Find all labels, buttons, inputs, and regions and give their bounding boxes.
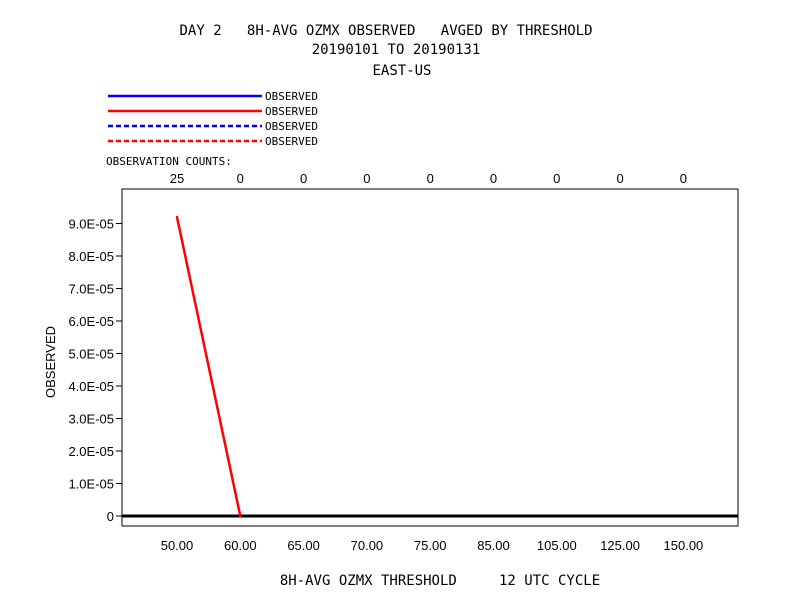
observation-count: 0 (300, 171, 307, 186)
chart-title-line2: 20190101 TO 20190131 (312, 42, 481, 58)
y-tick-label: 8.0E-05 (68, 249, 114, 264)
y-tick-label: 5.0E-05 (68, 347, 114, 362)
x-tick-label: 75.00 (414, 538, 447, 553)
observation-count: 0 (427, 171, 434, 186)
data-point (239, 514, 242, 518)
y-tick-label: 2.0E-05 (68, 444, 114, 459)
data-point (175, 215, 179, 219)
x-tick-label: 70.00 (351, 538, 384, 553)
y-tick-label: 0 (107, 509, 114, 524)
observation-count: 0 (363, 171, 370, 186)
observation-count: 0 (553, 171, 560, 186)
legend-label: OBSERVED (265, 90, 318, 103)
y-tick-label: 4.0E-05 (68, 379, 114, 394)
chart-title-line1: DAY 2 8H-AVG OZMX OBSERVED AVGED BY THRE… (179, 23, 592, 39)
y-tick-label: 6.0E-05 (68, 314, 114, 329)
observation-counts-label: OBSERVATION COUNTS: (106, 155, 232, 168)
x-tick-label: 60.00 (224, 538, 257, 553)
chart-title-line3: EAST-US (372, 63, 431, 79)
legend: OBSERVED OBSERVED OBSERVED OBSERVED (108, 90, 318, 148)
y-tick-label: 3.0E-05 (68, 412, 114, 427)
x-tick-label: 105.00 (537, 538, 577, 553)
y-axis-label: OBSERVED (43, 326, 58, 398)
legend-label: OBSERVED (265, 105, 318, 118)
observation-count: 25 (170, 171, 184, 186)
observation-count: 0 (237, 171, 244, 186)
legend-label: OBSERVED (265, 135, 318, 148)
x-tick-label: 85.00 (477, 538, 510, 553)
y-tick-label: 9.0E-05 (68, 217, 114, 232)
y-tick-label: 1.0E-05 (68, 477, 114, 492)
y-tick-label: 7.0E-05 (68, 282, 114, 297)
legend-label: OBSERVED (265, 120, 318, 133)
plot-frame (121, 188, 739, 527)
observation-count: 0 (616, 171, 623, 186)
x-axis-label: 8H-AVG OZMX THRESHOLD 12 UTC CYCLE (280, 573, 600, 589)
x-tick-label: 150.00 (664, 538, 704, 553)
x-tick-label: 50.00 (161, 538, 194, 553)
series-line-observed (175, 216, 242, 517)
observation-count: 0 (490, 171, 497, 186)
x-tick-label: 65.00 (287, 538, 320, 553)
x-tick-label: 125.00 (600, 538, 640, 553)
observation-count: 0 (680, 171, 687, 186)
